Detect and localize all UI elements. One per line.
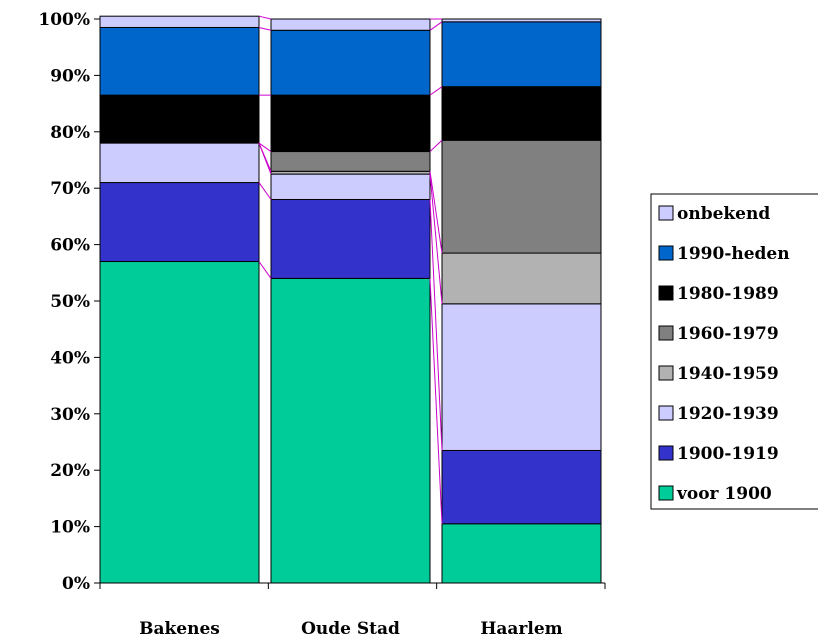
y-tick-label: 10%: [50, 518, 90, 538]
series-line: [258, 261, 272, 279]
bar-segment-1980-1989-oude-stad: [270, 94, 431, 153]
bar-segment-voor-1900-bakenes: [99, 261, 260, 584]
bar-segment-1900-1919-oude-stad: [270, 198, 431, 279]
bar-segment-1920-1939-haarlem: [441, 303, 602, 451]
legend-swatch: [658, 405, 674, 421]
bar-segment-onbekend-oude-stad: [270, 18, 431, 31]
legend-label: voor 1900: [676, 484, 772, 504]
y-tick-label: 30%: [50, 405, 90, 425]
series-line: [258, 182, 272, 200]
bar-segment-1980-1989-bakenes: [99, 94, 260, 144]
series-line: [258, 142, 272, 152]
series-line: [429, 139, 443, 152]
bar-segment-1990-heden-bakenes: [99, 26, 260, 96]
legend-swatch: [658, 325, 674, 341]
legend-swatch: [658, 205, 674, 221]
bar-segment-1960-1979-haarlem: [441, 139, 602, 254]
series-lines-group: [258, 15, 443, 524]
legend-swatch: [658, 285, 674, 301]
legend-swatch: [658, 485, 674, 501]
legend-box: [650, 193, 818, 510]
category-label: Haarlem: [480, 619, 562, 639]
legend-label: 1960-1979: [677, 324, 779, 344]
category-label: Oude Stad: [301, 619, 400, 639]
y-tick-label: 70%: [50, 179, 90, 199]
bar-segment-1980-1989-haarlem: [441, 86, 602, 141]
bar-segment-1900-1919-haarlem: [441, 449, 602, 525]
series-line: [429, 199, 443, 451]
bar-segment-1960-1979-oude-stad: [270, 151, 431, 172]
legend-label: onbekend: [677, 204, 770, 224]
series-line: [429, 174, 443, 304]
bar-segment-onbekend-bakenes: [99, 15, 260, 28]
y-tick-label: 0%: [62, 574, 90, 594]
legend-swatch: [658, 245, 674, 261]
bars-group: [99, 15, 602, 584]
bar-segment-1900-1919-bakenes: [99, 182, 260, 263]
x-category-labels: Bakenes Oude Stad Haarlem: [139, 619, 563, 639]
y-tick-label: 40%: [50, 348, 90, 368]
y-tick-label: 100%: [38, 10, 90, 30]
legend-label: 1920-1939: [677, 404, 779, 424]
legend-label: 1980-1989: [677, 284, 779, 304]
y-tick-label: 50%: [50, 292, 90, 312]
bar-segment-1990-heden-oude-stad: [270, 29, 431, 96]
y-tick-labels: 0% 10% 20% 30% 40% 50% 60% 70% 80% 90% 100%: [38, 10, 90, 594]
legend-swatch: [658, 445, 674, 461]
axes-group: [94, 18, 606, 589]
series-line: [429, 278, 443, 524]
legend: onbekend 1990-heden 1980-1989 1960-1979 1940…: [650, 193, 818, 510]
legend-label: 1900-1919: [677, 444, 779, 464]
bar-segment-1940-1959-haarlem: [441, 252, 602, 305]
series-line: [429, 21, 443, 31]
bar-segment-1920-1939-oude-stad: [270, 173, 431, 200]
series-line: [429, 86, 443, 96]
y-tick-label: 20%: [50, 461, 90, 481]
bar-segment-1990-heden-haarlem: [441, 21, 602, 88]
legend-swatch: [658, 365, 674, 381]
legend-label: 1990-heden: [677, 244, 790, 264]
legend-label: 1940-1959: [677, 364, 779, 384]
series-line: [258, 142, 272, 172]
y-tick-label: 60%: [50, 236, 90, 256]
bar-segment-1920-1939-bakenes: [99, 142, 260, 184]
series-line: [258, 15, 272, 20]
y-tick-label: 90%: [50, 66, 90, 86]
series-line: [258, 26, 272, 31]
series-line: [429, 171, 443, 254]
bar-segment-voor-1900-haarlem: [441, 523, 602, 584]
bar-segment-onbekend-haarlem: [441, 18, 602, 23]
bar-segment-voor-1900-oude-stad: [270, 277, 431, 584]
y-tick-label: 80%: [50, 123, 90, 143]
category-label: Bakenes: [139, 619, 220, 639]
